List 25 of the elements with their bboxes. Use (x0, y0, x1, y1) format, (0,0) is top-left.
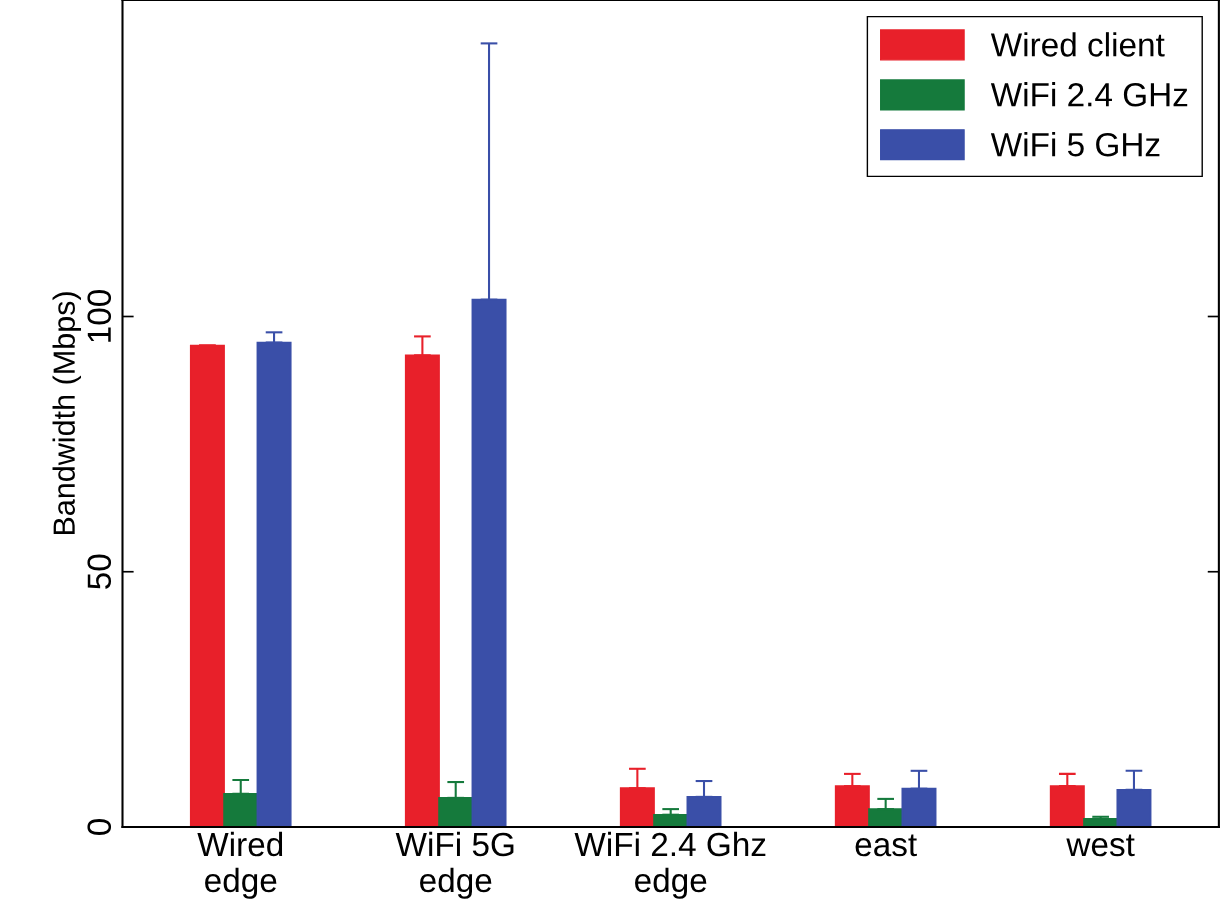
bar (619, 787, 655, 827)
bar (1116, 788, 1152, 827)
bar (868, 808, 904, 827)
x-tick-label: east (855, 834, 917, 857)
bar (404, 354, 440, 827)
legend-label: WiFi 5 GHz (990, 132, 1160, 157)
bar (223, 792, 259, 827)
bar (189, 344, 225, 827)
bar (686, 796, 722, 827)
y-tick-label: 0 (87, 819, 112, 835)
bar (834, 785, 870, 827)
y-tick-label: 50 (87, 554, 112, 589)
bar (901, 787, 937, 827)
x-tick-label: west (1066, 834, 1135, 857)
y-tick-label: 100 (87, 289, 112, 342)
bar (1049, 785, 1085, 827)
legend-label: WiFi 2.4 GHz (990, 82, 1188, 107)
legend-label: Wired client (990, 32, 1165, 57)
bar (438, 797, 474, 827)
x-tick-label: Wired edge (197, 831, 283, 899)
bar (256, 341, 292, 827)
bar (471, 298, 507, 827)
x-tick-label: WiFi 2.4 Ghz edge (574, 831, 766, 899)
x-tick-label: WiFi 5G edge (395, 831, 514, 899)
y-axis-title: Bandwidth (Mbps) (52, 292, 82, 535)
